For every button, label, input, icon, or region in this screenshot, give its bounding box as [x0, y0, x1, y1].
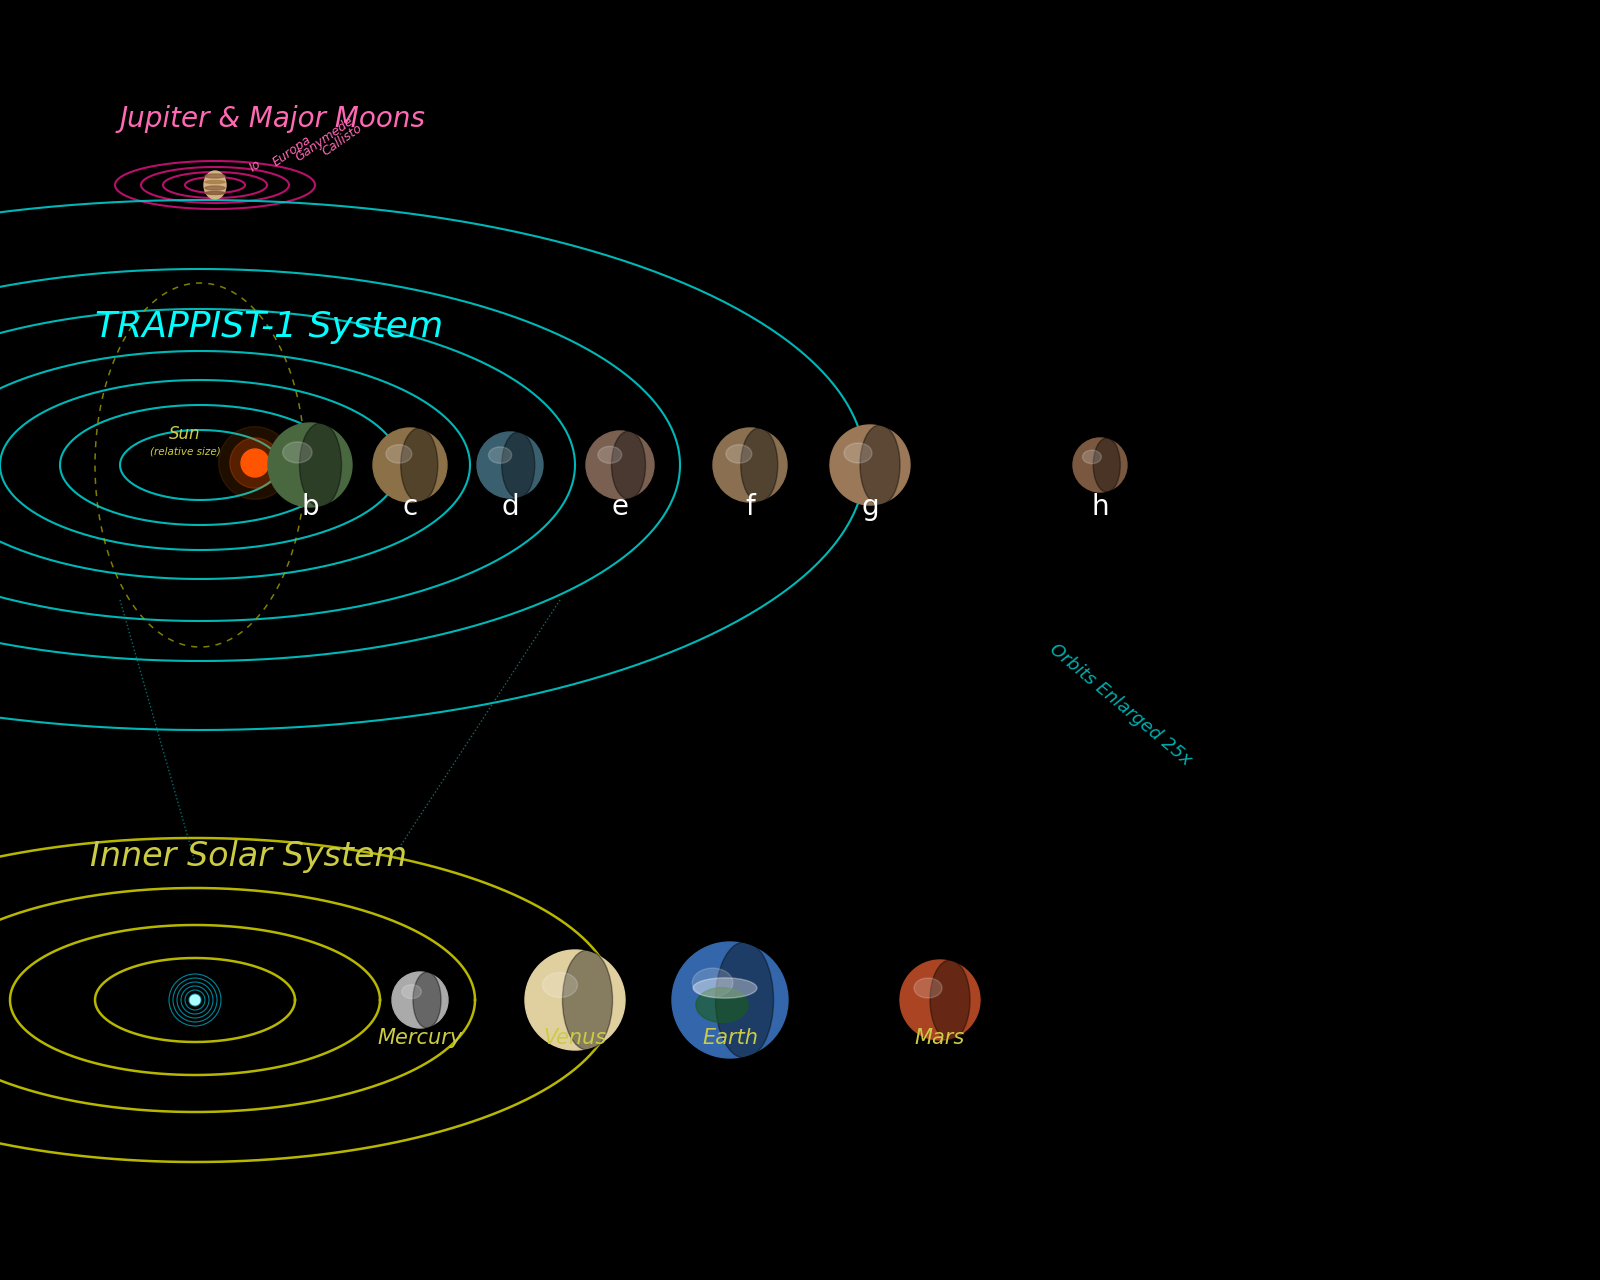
Text: Venus: Venus: [544, 1028, 606, 1048]
Ellipse shape: [1083, 451, 1101, 463]
Text: g: g: [861, 493, 878, 521]
Text: Ganymede: Ganymede: [293, 114, 357, 164]
Ellipse shape: [1093, 438, 1120, 492]
Ellipse shape: [542, 973, 578, 997]
Ellipse shape: [205, 174, 226, 178]
Text: Orbits Enlarged 25x: Orbits Enlarged 25x: [1045, 640, 1195, 769]
Ellipse shape: [386, 444, 411, 463]
Circle shape: [1074, 438, 1126, 492]
Ellipse shape: [726, 444, 752, 463]
Ellipse shape: [502, 431, 534, 498]
Text: (relative size): (relative size): [150, 447, 221, 457]
Circle shape: [392, 972, 448, 1028]
Ellipse shape: [845, 443, 872, 463]
Circle shape: [714, 428, 787, 502]
Circle shape: [586, 431, 654, 499]
Ellipse shape: [861, 425, 899, 506]
Text: Earth: Earth: [702, 1028, 758, 1048]
Circle shape: [477, 431, 542, 498]
Ellipse shape: [205, 172, 226, 198]
Text: f: f: [746, 493, 755, 521]
Text: Sun: Sun: [170, 425, 200, 443]
Ellipse shape: [413, 972, 442, 1028]
Circle shape: [373, 428, 446, 502]
Circle shape: [190, 995, 200, 1005]
Ellipse shape: [299, 422, 341, 507]
Ellipse shape: [693, 968, 733, 997]
Circle shape: [230, 438, 280, 488]
Circle shape: [830, 425, 910, 506]
Text: Callisto: Callisto: [320, 122, 365, 157]
Ellipse shape: [611, 431, 645, 499]
Ellipse shape: [205, 186, 226, 189]
Text: h: h: [1091, 493, 1109, 521]
Ellipse shape: [283, 442, 312, 463]
Text: Mars: Mars: [915, 1028, 965, 1048]
Ellipse shape: [205, 180, 226, 183]
Ellipse shape: [400, 428, 438, 502]
Ellipse shape: [488, 447, 512, 463]
Ellipse shape: [402, 984, 421, 998]
Ellipse shape: [914, 978, 942, 998]
Ellipse shape: [205, 192, 226, 195]
Ellipse shape: [715, 942, 773, 1059]
Ellipse shape: [741, 428, 778, 502]
Circle shape: [899, 960, 979, 1039]
Circle shape: [525, 950, 626, 1050]
Text: e: e: [611, 493, 629, 521]
Text: Io: Io: [246, 157, 264, 174]
Text: Inner Solar System: Inner Solar System: [90, 840, 406, 873]
Ellipse shape: [563, 950, 613, 1050]
Text: Mercury: Mercury: [378, 1028, 462, 1048]
Circle shape: [269, 422, 352, 507]
Circle shape: [672, 942, 787, 1059]
Ellipse shape: [598, 447, 622, 463]
Ellipse shape: [693, 978, 757, 998]
Ellipse shape: [696, 988, 749, 1023]
Text: TRAPPIST-1 System: TRAPPIST-1 System: [94, 310, 443, 344]
Circle shape: [219, 426, 291, 499]
Text: Jupiter & Major Moons: Jupiter & Major Moons: [120, 105, 426, 133]
Text: Europa: Europa: [270, 133, 314, 169]
Text: c: c: [402, 493, 418, 521]
Text: d: d: [501, 493, 518, 521]
Text: b: b: [301, 493, 318, 521]
Circle shape: [242, 449, 269, 477]
Ellipse shape: [930, 960, 970, 1039]
